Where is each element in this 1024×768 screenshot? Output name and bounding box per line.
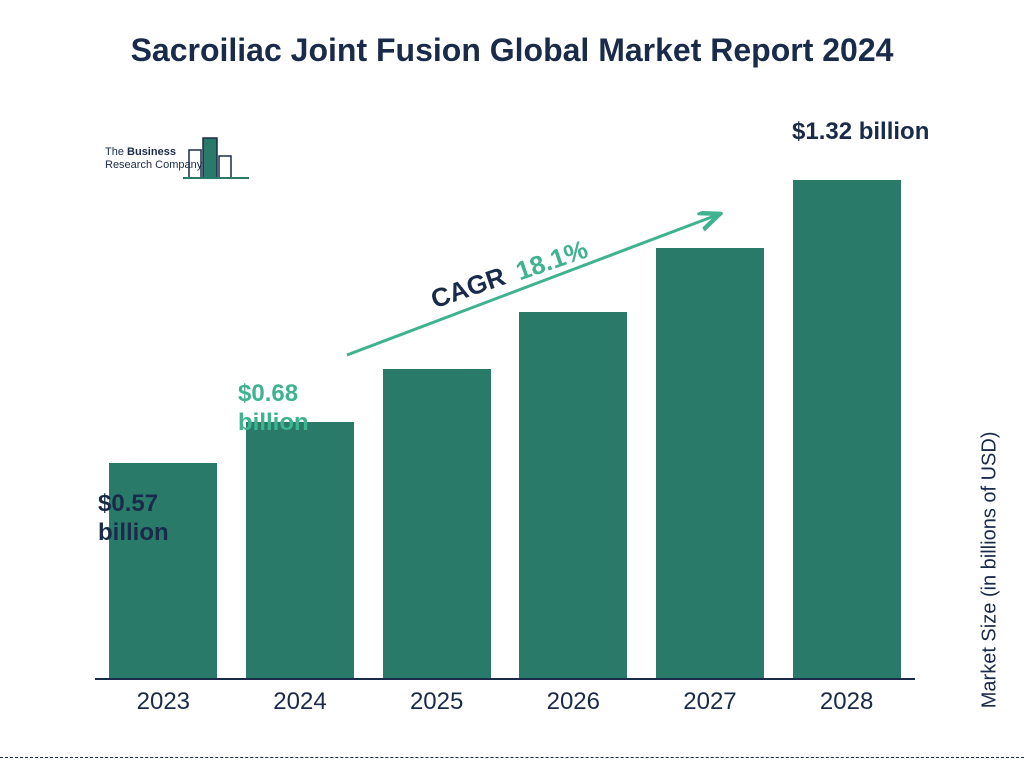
callout-second-amount: $0.68 bbox=[238, 380, 298, 407]
callout-second-unit: billion bbox=[238, 409, 309, 436]
bar-2028 bbox=[787, 180, 907, 678]
callout-first-value: $0.57 billion bbox=[98, 490, 169, 548]
callout-last-value: $1.32 billion bbox=[792, 118, 929, 147]
footer-divider bbox=[0, 757, 1024, 758]
bar-2026 bbox=[513, 312, 633, 678]
cagr-arrow-icon bbox=[332, 205, 732, 365]
callout-second-value: $0.68 billion bbox=[238, 380, 309, 438]
y-axis-label: Market Size (in billions of USD) bbox=[979, 432, 1002, 709]
x-label-2024: 2024 bbox=[240, 688, 360, 716]
bar-rect bbox=[793, 180, 901, 678]
bar-rect bbox=[246, 422, 354, 678]
cagr-annotation: CAGR 18.1% bbox=[332, 205, 732, 365]
bar-rect bbox=[383, 369, 491, 678]
x-axis-labels: 2023 2024 2025 2026 2027 2028 bbox=[95, 688, 915, 716]
bar-2024 bbox=[240, 422, 360, 678]
chart-title: Sacroiliac Joint Fusion Global Market Re… bbox=[0, 30, 1024, 72]
x-label-2023: 2023 bbox=[103, 688, 223, 716]
bar-rect bbox=[519, 312, 627, 678]
x-label-2027: 2027 bbox=[650, 688, 770, 716]
callout-first-unit: billion bbox=[98, 519, 169, 546]
x-label-2026: 2026 bbox=[513, 688, 633, 716]
x-label-2028: 2028 bbox=[787, 688, 907, 716]
bar-2025 bbox=[377, 369, 497, 678]
x-label-2025: 2025 bbox=[377, 688, 497, 716]
callout-first-amount: $0.57 bbox=[98, 490, 158, 517]
x-axis-line bbox=[95, 678, 915, 680]
